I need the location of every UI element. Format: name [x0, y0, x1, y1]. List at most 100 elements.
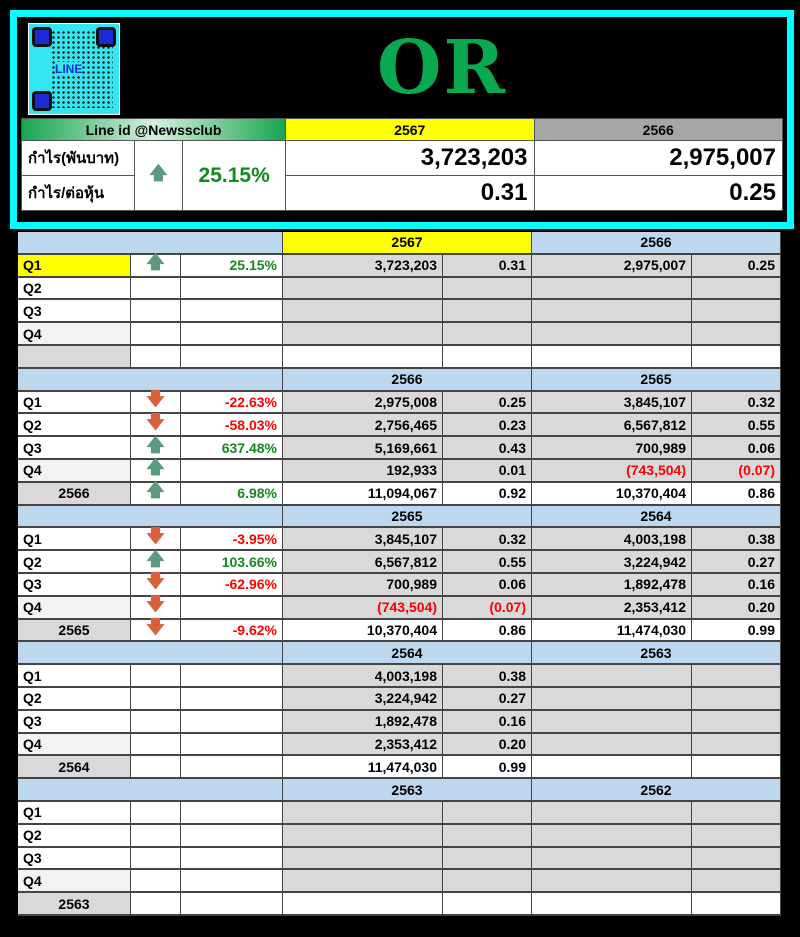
row-label: Q3: [18, 847, 131, 871]
eps-current: 0.31: [285, 175, 535, 211]
row-label: Q4: [18, 870, 131, 894]
change-percent: 637.48%: [181, 437, 283, 460]
change-percent: [181, 346, 283, 369]
eps-value: 0.86: [692, 482, 781, 506]
change-percent: [181, 824, 283, 848]
eps-value: 0.31: [443, 254, 532, 278]
profit-value: [283, 824, 443, 848]
eps-value: [443, 277, 532, 301]
profit-value: 6,567,812: [283, 551, 443, 574]
change-percent: [181, 596, 283, 620]
profit-value: 1,892,478: [532, 574, 692, 597]
profit-value: 192,933: [283, 460, 443, 483]
row-label: Q2: [18, 688, 131, 711]
row-label: Q1: [18, 391, 131, 415]
profit-value: [283, 893, 443, 916]
arrow-up-icon: 🡅: [133, 140, 184, 211]
profit-prev: 2,975,007: [533, 140, 783, 176]
change-percent: [181, 323, 283, 346]
row-label: Q3: [18, 710, 131, 734]
profit-value: [283, 346, 443, 369]
eps-value: 0.06: [692, 437, 781, 460]
year-prev-header: 2566: [533, 118, 783, 141]
profit-value: 1,892,478: [283, 710, 443, 734]
profit-value: [532, 300, 692, 324]
row-label: Q1: [18, 528, 131, 552]
arrow-down-icon: 🡇: [131, 412, 181, 438]
arrow-down-icon: 🡇: [131, 389, 181, 415]
change-percent: [181, 300, 283, 324]
eps-value: 0.27: [443, 688, 532, 711]
year-header: 2563: [283, 779, 532, 802]
change-percent: -22.63%: [181, 391, 283, 415]
change-percent: 103.66%: [181, 551, 283, 574]
profit-value: [532, 710, 692, 734]
eps-value: [443, 870, 532, 894]
profit-value: [283, 802, 443, 825]
eps-value: 0.99: [692, 619, 781, 643]
arrow-cell: [131, 346, 181, 369]
change-percent: 25.15%: [182, 140, 287, 211]
eps-value: [443, 847, 532, 871]
profit-value: (743,504): [283, 596, 443, 620]
arrow-down-icon: 🡇: [131, 594, 181, 620]
eps-value: [692, 710, 781, 734]
profit-value: 2,975,007: [532, 254, 692, 278]
row-label: Q2: [18, 277, 131, 301]
arrow-cell: [131, 870, 181, 894]
change-percent: [181, 756, 283, 780]
profit-value: [283, 870, 443, 894]
arrow-down-icon: 🡇: [131, 617, 181, 643]
profit-value: [532, 756, 692, 780]
profit-value: [283, 277, 443, 301]
eps-value: [692, 733, 781, 757]
year-header: 2563: [532, 642, 781, 666]
eps-value: 0.23: [443, 414, 532, 438]
profit-value: 5,169,661: [283, 437, 443, 460]
arrow-cell: [131, 756, 181, 780]
change-percent: -3.95%: [181, 528, 283, 552]
change-percent: [181, 665, 283, 688]
arrow-up-icon: 🡅: [131, 435, 181, 460]
profit-value: 2,975,008: [283, 391, 443, 415]
profit-value: [283, 847, 443, 871]
arrow-cell: [131, 802, 181, 825]
eps-value: 0.32: [692, 391, 781, 415]
eps-value: 0.86: [443, 619, 532, 643]
change-percent: [181, 277, 283, 301]
section-header-blank: [18, 642, 283, 666]
eps-value: [692, 277, 781, 301]
row-label: Q1: [18, 254, 131, 278]
eps-value: 0.99: [443, 756, 532, 780]
profit-value: [532, 847, 692, 871]
arrow-cell: [131, 847, 181, 871]
eps-value: 0.32: [443, 528, 532, 552]
row-label: Q3: [18, 574, 131, 597]
row-label: 2563: [18, 893, 131, 916]
change-percent: [181, 733, 283, 757]
change-percent: -58.03%: [181, 414, 283, 438]
profit-value: [532, 277, 692, 301]
profit-value: 10,370,404: [532, 482, 692, 506]
arrow-up-icon: 🡅: [131, 480, 181, 506]
row-label: Q4: [18, 596, 131, 620]
arrow-cell: [131, 665, 181, 688]
eps-value: 0.20: [443, 733, 532, 757]
eps-value: [692, 847, 781, 871]
profit-value: 11,474,030: [283, 756, 443, 780]
change-percent: [181, 460, 283, 483]
row-label: Q2: [18, 414, 131, 438]
arrow-down-icon: 🡇: [131, 526, 181, 552]
eps-value: 0.43: [443, 437, 532, 460]
arrow-cell: [131, 824, 181, 848]
eps-value: 0.16: [443, 710, 532, 734]
profit-value: 11,094,067: [283, 482, 443, 506]
arrow-cell: [131, 323, 181, 346]
arrow-cell: [131, 710, 181, 734]
eps-value: 0.38: [692, 528, 781, 552]
eps-value: 0.27: [692, 551, 781, 574]
profit-value: [532, 802, 692, 825]
row-label: Q2: [18, 824, 131, 848]
arrow-cell: [131, 300, 181, 324]
year-header: 2566: [532, 232, 781, 255]
